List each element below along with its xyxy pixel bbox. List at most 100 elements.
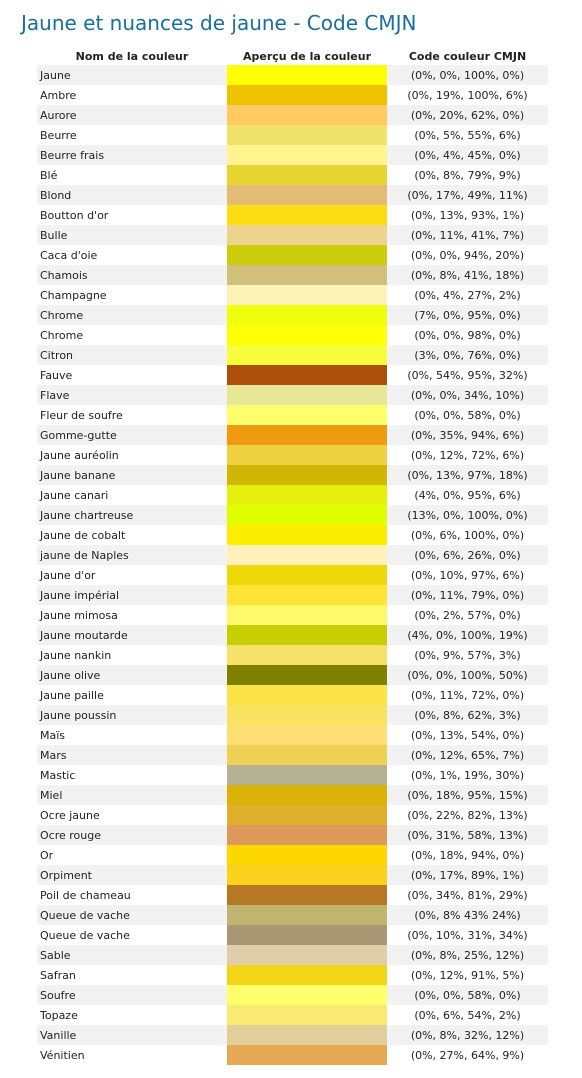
color-swatch xyxy=(227,505,387,525)
cmyk-code-cell: (0%, 22%, 82%, 13%) xyxy=(387,805,548,825)
color-name-cell: Jaune d'or xyxy=(37,565,227,585)
cmyk-code-cell: (0%, 11%, 41%, 7%) xyxy=(387,225,548,245)
color-name-cell: Or xyxy=(37,845,227,865)
table-row: Queue de vache (0%, 10%, 31%, 34%) xyxy=(37,925,548,945)
color-name-cell: Jaune banane xyxy=(37,465,227,485)
color-swatch xyxy=(227,965,387,985)
color-swatch xyxy=(227,1045,387,1065)
color-name-cell: Blond xyxy=(37,185,227,205)
cmyk-code-cell: (4%, 0%, 95%, 6%) xyxy=(387,485,548,505)
color-swatch xyxy=(227,525,387,545)
table-row: Jaune moutarde (4%, 0%, 100%, 19%) xyxy=(37,625,548,645)
cmyk-code-cell: (0%, 8%, 79%, 9%) xyxy=(387,165,548,185)
table-row: Jaune olive (0%, 0%, 100%, 50%) xyxy=(37,665,548,685)
table-row: Queue de vache (0%, 8% 43% 24%) xyxy=(37,905,548,925)
color-name-cell: Flave xyxy=(37,385,227,405)
color-name-cell: Ocre jaune xyxy=(37,805,227,825)
table-row: Beurre (0%, 5%, 55%, 6%) xyxy=(37,125,548,145)
color-name-cell: Safran xyxy=(37,965,227,985)
color-name-cell: Jaune auréolin xyxy=(37,445,227,465)
table-row: Jaune impérial (0%, 11%, 79%, 0%) xyxy=(37,585,548,605)
table-row: Aurore (0%, 20%, 62%, 0%) xyxy=(37,105,548,125)
table-row: Mars (0%, 12%, 65%, 7%) xyxy=(37,745,548,765)
color-swatch xyxy=(227,985,387,1005)
table-row: Orpiment (0%, 17%, 89%, 1%) xyxy=(37,865,548,885)
cmyk-code-cell: (3%, 0%, 76%, 0%) xyxy=(387,345,548,365)
color-swatch xyxy=(227,785,387,805)
color-name-cell: Queue de vache xyxy=(37,905,227,925)
table-row: Boutton d'or (0%, 13%, 93%, 1%) xyxy=(37,205,548,225)
table-row: Sable (0%, 8%, 25%, 12%) xyxy=(37,945,548,965)
cmyk-code-cell: (0%, 11%, 72%, 0%) xyxy=(387,685,548,705)
table-row: Or (0%, 18%, 94%, 0%) xyxy=(37,845,548,865)
color-name-cell: Chamois xyxy=(37,265,227,285)
cmyk-code-cell: (0%, 0%, 94%, 20%) xyxy=(387,245,548,265)
table-row: Safran (0%, 12%, 91%, 5%) xyxy=(37,965,548,985)
color-name-cell: Orpiment xyxy=(37,865,227,885)
cmyk-code-cell: (0%, 8%, 32%, 12%) xyxy=(387,1025,548,1045)
color-swatch xyxy=(227,365,387,385)
color-swatch xyxy=(227,405,387,425)
table-row: Blond (0%, 17%, 49%, 11%) xyxy=(37,185,548,205)
color-name-cell: Jaune nankin xyxy=(37,645,227,665)
color-swatch xyxy=(227,1005,387,1025)
table-row: Chrome (0%, 0%, 98%, 0%) xyxy=(37,325,548,345)
color-name-cell: Beurre frais xyxy=(37,145,227,165)
table-row: Soufre (0%, 0%, 58%, 0%) xyxy=(37,985,548,1005)
table-row: Jaune canari (4%, 0%, 95%, 6%) xyxy=(37,485,548,505)
color-name-cell: Ocre rouge xyxy=(37,825,227,845)
color-name-cell: Caca d'oie xyxy=(37,245,227,265)
cmyk-code-cell: (0%, 6%, 26%, 0%) xyxy=(387,545,548,565)
color-swatch xyxy=(227,1025,387,1045)
color-name-cell: Topaze xyxy=(37,1005,227,1025)
color-swatch xyxy=(227,225,387,245)
cmyk-code-cell: (0%, 17%, 49%, 11%) xyxy=(387,185,548,205)
color-swatch xyxy=(227,545,387,565)
color-name-cell: Vénitien xyxy=(37,1045,227,1065)
cmyk-code-cell: (0%, 10%, 97%, 6%) xyxy=(387,565,548,585)
color-name-cell: Jaune xyxy=(37,65,227,85)
table-header-row: Nom de la couleur Aperçu de la couleur C… xyxy=(37,47,548,65)
color-name-cell: jaune de Naples xyxy=(37,545,227,565)
table-row: Jaune poussin (0%, 8%, 62%, 3%) xyxy=(37,705,548,725)
cmyk-code-cell: (0%, 6%, 100%, 0%) xyxy=(387,525,548,545)
table-row: Citron (3%, 0%, 76%, 0%) xyxy=(37,345,548,365)
cmyk-code-cell: (0%, 8%, 41%, 18%) xyxy=(387,265,548,285)
color-swatch xyxy=(227,325,387,345)
table-row: Vanille (0%, 8%, 32%, 12%) xyxy=(37,1025,548,1045)
color-name-cell: Gomme-gutte xyxy=(37,425,227,445)
color-name-cell: Jaune canari xyxy=(37,485,227,505)
color-swatch xyxy=(227,425,387,445)
color-swatch xyxy=(227,205,387,225)
table-row: Bulle (0%, 11%, 41%, 7%) xyxy=(37,225,548,245)
cmyk-code-cell: (13%, 0%, 100%, 0%) xyxy=(387,505,548,525)
color-swatch xyxy=(227,905,387,925)
cmyk-code-cell: (0%, 10%, 31%, 34%) xyxy=(387,925,548,945)
cmyk-code-cell: (0%, 13%, 97%, 18%) xyxy=(387,465,548,485)
color-swatch xyxy=(227,945,387,965)
color-swatch xyxy=(227,485,387,505)
color-swatch xyxy=(227,865,387,885)
color-name-cell: Jaune chartreuse xyxy=(37,505,227,525)
color-swatch xyxy=(227,705,387,725)
table-row: Topaze (0%, 6%, 54%, 2%) xyxy=(37,1005,548,1025)
cmyk-code-cell: (0%, 0%, 100%, 0%) xyxy=(387,65,548,85)
table-row: Ocre rouge (0%, 31%, 58%, 13%) xyxy=(37,825,548,845)
color-swatch xyxy=(227,625,387,645)
table-row: Jaune chartreuse (13%, 0%, 100%, 0%) xyxy=(37,505,548,525)
table-row: Jaune (0%, 0%, 100%, 0%) xyxy=(37,65,548,85)
color-swatch xyxy=(227,305,387,325)
cmyk-code-cell: (0%, 8% 43% 24%) xyxy=(387,905,548,925)
color-swatch xyxy=(227,345,387,365)
header-cmyk-code: Code couleur CMJN xyxy=(408,49,527,63)
color-swatch xyxy=(227,765,387,785)
color-name-cell: Mars xyxy=(37,745,227,765)
color-swatch xyxy=(227,245,387,265)
color-swatch xyxy=(227,65,387,85)
cmyk-code-cell: (0%, 0%, 98%, 0%) xyxy=(387,325,548,345)
cmyk-code-cell: (0%, 13%, 93%, 1%) xyxy=(387,205,548,225)
color-name-cell: Citron xyxy=(37,345,227,365)
table-row: Ambre (0%, 19%, 100%, 6%) xyxy=(37,85,548,105)
cmyk-code-cell: (0%, 6%, 54%, 2%) xyxy=(387,1005,548,1025)
color-swatch xyxy=(227,105,387,125)
